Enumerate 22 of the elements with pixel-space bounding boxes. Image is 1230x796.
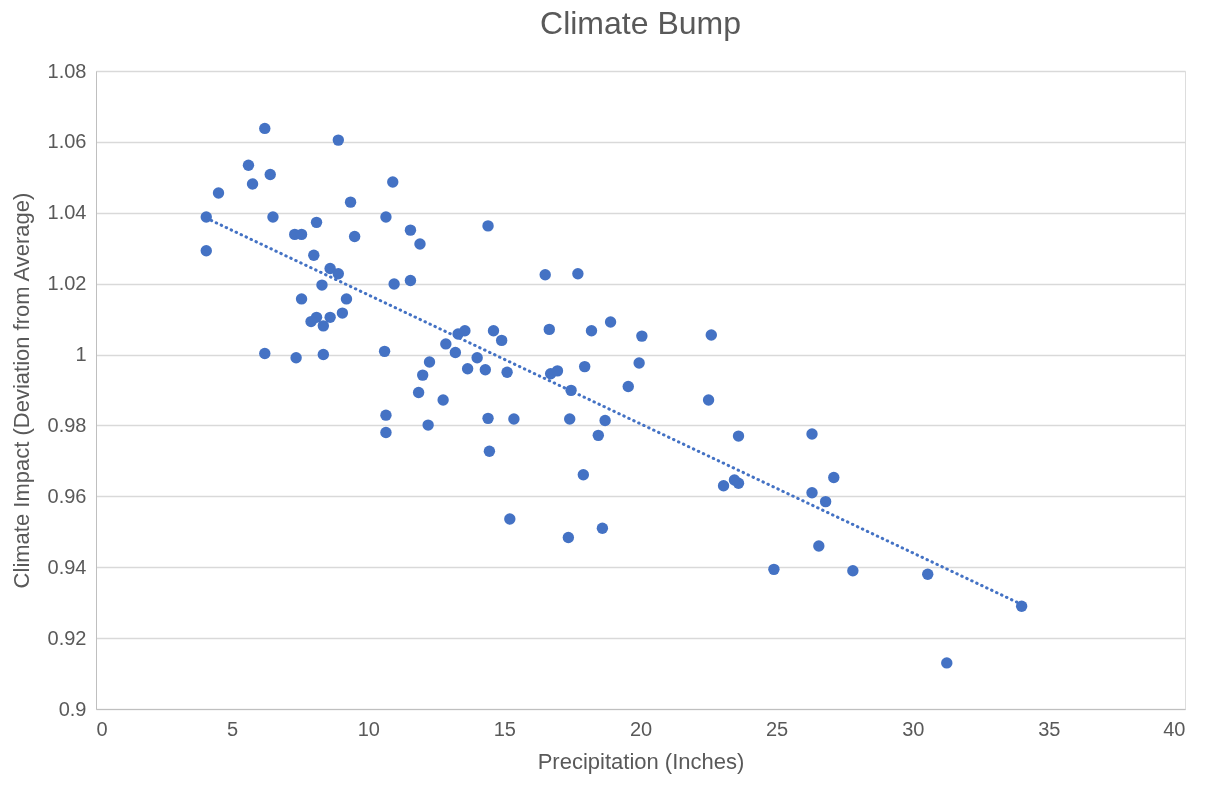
y-tick-label: 0.96 bbox=[47, 484, 87, 507]
y-tick-label: 0.94 bbox=[47, 555, 87, 578]
x-axis-title: Precipitation (Inches) bbox=[537, 748, 745, 774]
x-tick-label: 0 bbox=[96, 717, 108, 740]
y-tick-label: 1 bbox=[75, 343, 87, 366]
y-tick-label: 1.04 bbox=[47, 201, 87, 224]
x-tick-label: 40 bbox=[1163, 717, 1186, 740]
x-tick-label: 15 bbox=[493, 717, 516, 740]
x-tick-label: 25 bbox=[766, 717, 789, 740]
y-tick-label: 1.06 bbox=[47, 130, 87, 153]
y-tick-label: 0.9 bbox=[58, 697, 87, 720]
x-tick-label: 30 bbox=[902, 717, 925, 740]
x-tick-label: 20 bbox=[629, 717, 653, 740]
x-tick-label: 10 bbox=[357, 717, 380, 740]
x-tick-label: 5 bbox=[227, 717, 239, 740]
y-tick-label: 1.02 bbox=[47, 272, 87, 295]
y-axis-title: Climate Impact (Deviation from Average) bbox=[8, 192, 34, 589]
y-tick-label: 1.08 bbox=[47, 59, 87, 82]
x-tick-label: 35 bbox=[1038, 717, 1061, 740]
y-tick-label: 0.98 bbox=[47, 413, 87, 436]
chart-title: Climate Bump bbox=[540, 5, 741, 41]
y-tick-label: 0.92 bbox=[47, 626, 87, 649]
